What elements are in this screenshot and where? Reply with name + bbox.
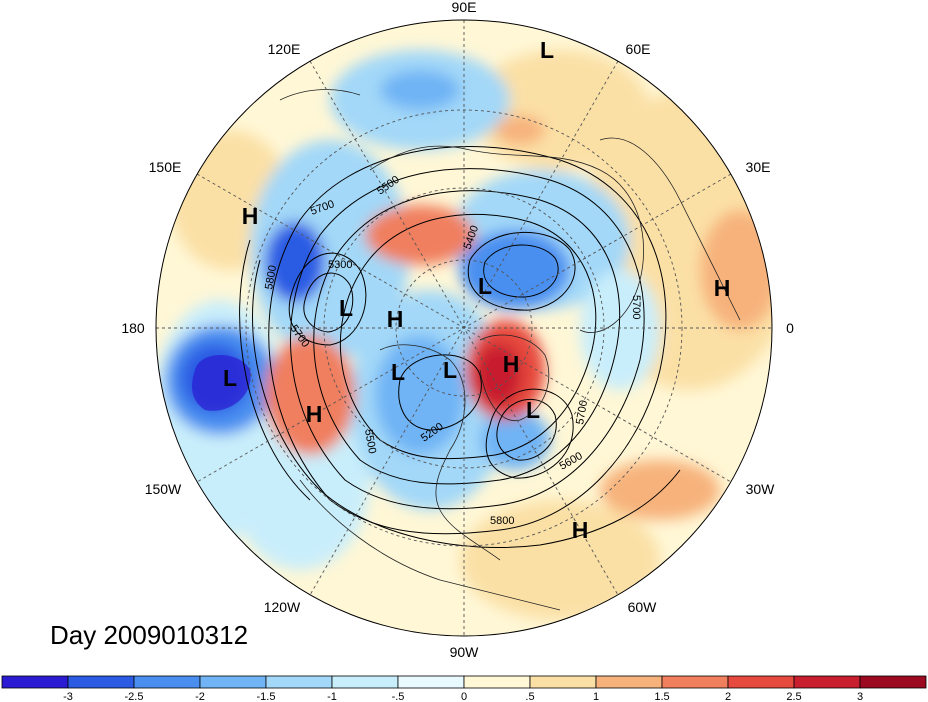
lon-label-60w: 60W <box>628 599 658 615</box>
colorbar-tick-label: 1.5 <box>654 691 669 702</box>
pressure-center-label: L <box>339 295 353 321</box>
graticule <box>156 20 772 636</box>
colorbar-swatch <box>133 675 201 689</box>
contour-label: 5800 <box>263 264 279 290</box>
lon-label-180: 180 <box>121 320 145 336</box>
pressure-center-label: H <box>503 351 520 377</box>
colorbar-swatch <box>661 675 729 689</box>
colorbar: -3 -2.5 -2 -1.5 -1 -.5 0 .5 1 1.5 2 2.5 3 <box>1 675 927 702</box>
height-contours <box>239 146 681 548</box>
colorbar-swatch <box>67 675 135 689</box>
colorbar-swatch <box>463 675 531 689</box>
colorbar-swatch <box>199 675 267 689</box>
colorbar-tick-label: -1 <box>327 691 337 702</box>
pressure-center-label: H <box>242 203 259 229</box>
colorbar-tick-label: 3 <box>857 691 863 702</box>
colorbar-tick-label: -.5 <box>392 691 405 702</box>
colorbar-swatch <box>529 675 597 689</box>
colorbar-tick-label: -2 <box>195 691 205 702</box>
lon-label-30e: 30E <box>746 159 771 175</box>
colorbar-swatch <box>859 675 927 689</box>
contour-label: 5300 <box>328 259 352 271</box>
longitude-labels: 90E 60E 30E 0 30W 60W 90W 120W 150W 180 … <box>121 0 794 660</box>
contour-label: 5700 <box>574 399 590 425</box>
lon-label-90e: 90E <box>452 0 477 15</box>
contour-label: 5500 <box>362 428 378 454</box>
pressure-center-label: L <box>443 357 457 383</box>
colorbar-tick-label: 0 <box>461 691 467 702</box>
lon-label-0: 0 <box>786 320 794 336</box>
pressure-center-label: H <box>572 517 589 543</box>
pressure-center-label: H <box>306 401 323 427</box>
colorbar-tick-label: -1.5 <box>257 691 276 702</box>
strong-anomaly-core <box>192 355 251 411</box>
colorbar-swatch <box>331 675 399 689</box>
lon-label-120e: 120E <box>268 41 301 57</box>
colorbar-swatch <box>595 675 663 689</box>
pressure-center-label: L <box>526 397 540 423</box>
map-title: Day 2009010312 <box>50 620 249 650</box>
lon-label-30w: 30W <box>746 481 776 497</box>
pressure-center-label: L <box>478 273 492 299</box>
colorbar-swatch <box>727 675 795 689</box>
lon-label-90w: 90W <box>450 644 480 660</box>
pressure-center-label: H <box>714 275 731 301</box>
lon-label-60e: 60E <box>626 41 651 57</box>
pressure-center-label: L <box>540 37 554 63</box>
colorbar-tick-label: .5 <box>525 691 534 702</box>
colorbar-swatch <box>265 675 333 689</box>
colorbar-tick-label: -2.5 <box>125 691 144 702</box>
colorbar-tick-label: 2.5 <box>786 691 801 702</box>
map-boundary <box>155 19 773 637</box>
colorbar-swatch <box>1 675 69 689</box>
colorbar-tick-label: 2 <box>725 691 731 702</box>
colorbar-tick-label: -3 <box>63 691 73 702</box>
colorbar-tick-label: 1 <box>593 691 599 702</box>
contour-label: 5800 <box>490 515 514 527</box>
lon-label-120w: 120W <box>264 599 301 615</box>
coastlines <box>279 89 741 611</box>
contour-label: 5700 <box>630 295 642 319</box>
pressure-centers: L H L L H L H L H L L H L H <box>223 37 730 543</box>
colorbar-swatch <box>793 675 861 689</box>
pressure-center-label: H <box>387 306 404 332</box>
colorbar-swatch <box>397 675 465 689</box>
lon-label-150e: 150E <box>149 159 182 175</box>
pressure-center-label: L <box>223 365 237 391</box>
pressure-center-label: L <box>391 359 405 385</box>
lon-label-150w: 150W <box>145 481 182 497</box>
